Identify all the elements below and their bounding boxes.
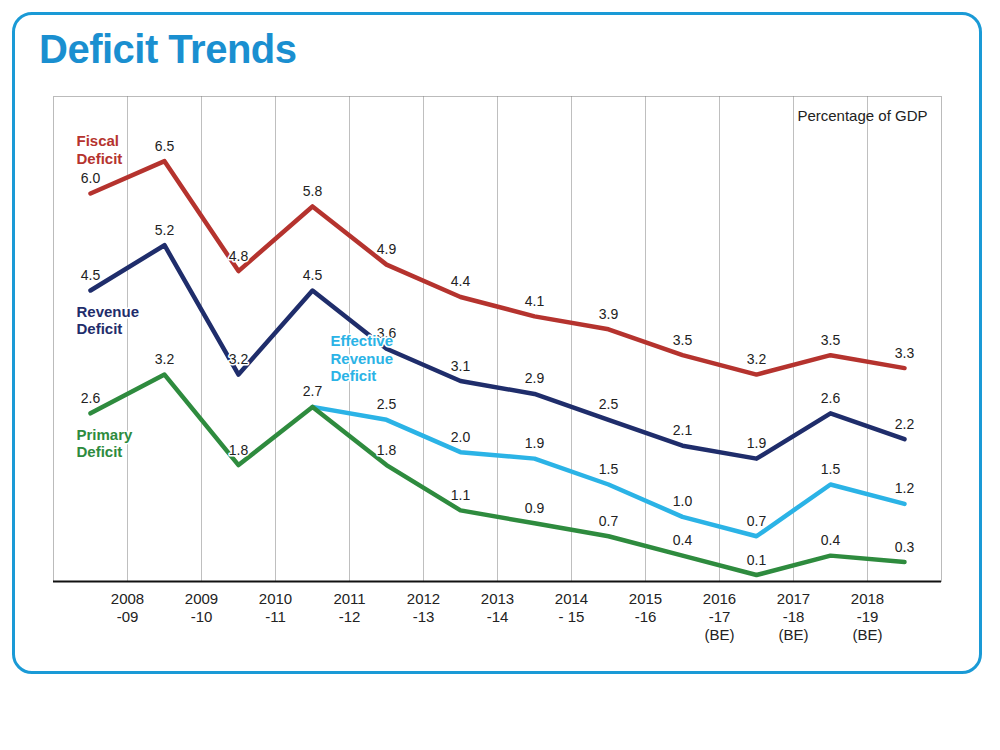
svg-text:5.2: 5.2 xyxy=(155,222,175,238)
svg-text:3.2: 3.2 xyxy=(747,351,767,367)
svg-text:0.7: 0.7 xyxy=(599,513,619,529)
svg-text:4.9: 4.9 xyxy=(377,241,397,257)
svg-text:2011-12: 2011-12 xyxy=(333,590,365,625)
svg-text:2.6: 2.6 xyxy=(821,390,841,406)
svg-text:6.5: 6.5 xyxy=(155,138,175,154)
svg-text:2.6: 2.6 xyxy=(81,390,101,406)
svg-text:2008-09: 2008-09 xyxy=(111,590,144,625)
svg-text:2010-11: 2010-11 xyxy=(259,590,292,625)
svg-text:2014- 15: 2014- 15 xyxy=(555,590,588,625)
svg-text:4.5: 4.5 xyxy=(81,267,101,283)
svg-text:2012-13: 2012-13 xyxy=(407,590,440,625)
svg-text:2.2: 2.2 xyxy=(895,416,915,432)
svg-text:1.9: 1.9 xyxy=(525,435,545,451)
svg-text:0.9: 0.9 xyxy=(525,500,545,516)
svg-text:3.2: 3.2 xyxy=(155,351,175,367)
svg-text:RevenueDeficit: RevenueDeficit xyxy=(77,303,140,337)
svg-text:0.4: 0.4 xyxy=(821,532,841,548)
svg-text:5.8: 5.8 xyxy=(303,183,323,199)
svg-text:2.7: 2.7 xyxy=(303,383,323,399)
svg-text:1.8: 1.8 xyxy=(377,442,397,458)
svg-text:3.9: 3.9 xyxy=(599,306,619,322)
svg-text:3.5: 3.5 xyxy=(821,332,841,348)
svg-text:2013-14: 2013-14 xyxy=(481,590,514,625)
svg-text:2017-18(BE): 2017-18(BE) xyxy=(777,590,810,643)
svg-text:EffectiveRevenueDeficit: EffectiveRevenueDeficit xyxy=(331,332,394,384)
svg-text:3.1: 3.1 xyxy=(451,358,471,374)
svg-text:6.0: 6.0 xyxy=(81,170,101,186)
html-text:Deficit Trends: Deficit Trends xyxy=(39,27,297,71)
svg-text:4.4: 4.4 xyxy=(451,273,471,289)
svg-text:0.4: 0.4 xyxy=(673,532,693,548)
svg-text:2009-10: 2009-10 xyxy=(185,590,218,625)
svg-text:1.2: 1.2 xyxy=(895,480,915,496)
svg-text:4.8: 4.8 xyxy=(229,248,249,264)
svg-text:0.3: 0.3 xyxy=(895,539,915,555)
svg-text:2.9: 2.9 xyxy=(525,370,545,386)
svg-text:1.1: 1.1 xyxy=(451,487,471,503)
svg-text:0.7: 0.7 xyxy=(747,513,767,529)
svg-text:1.8: 1.8 xyxy=(229,442,249,458)
svg-text:0.1: 0.1 xyxy=(747,552,767,568)
svg-text:1.9: 1.9 xyxy=(747,435,767,451)
svg-text:PrimaryDeficit: PrimaryDeficit xyxy=(77,426,134,460)
svg-text:2.5: 2.5 xyxy=(377,396,397,412)
svg-text:3.3: 3.3 xyxy=(895,345,915,361)
svg-text:3.5: 3.5 xyxy=(673,332,693,348)
svg-text:2018-19(BE): 2018-19(BE) xyxy=(851,590,884,643)
svg-text:FiscalDeficit: FiscalDeficit xyxy=(77,132,123,166)
svg-text:1.5: 1.5 xyxy=(599,461,619,477)
svg-text:2015-16: 2015-16 xyxy=(629,590,662,625)
svg-text:1.5: 1.5 xyxy=(821,461,841,477)
svg-text:2016-17(BE): 2016-17(BE) xyxy=(703,590,736,643)
svg-text:2.1: 2.1 xyxy=(673,422,693,438)
svg-text:Percentage of GDP: Percentage of GDP xyxy=(797,107,927,124)
svg-text:2.0: 2.0 xyxy=(451,429,471,445)
svg-text:1.0: 1.0 xyxy=(673,493,693,509)
svg-text:4.1: 4.1 xyxy=(525,293,545,309)
svg-text:3.2: 3.2 xyxy=(229,351,249,367)
svg-text:2.5: 2.5 xyxy=(599,396,619,412)
svg-text:4.5: 4.5 xyxy=(303,267,323,283)
